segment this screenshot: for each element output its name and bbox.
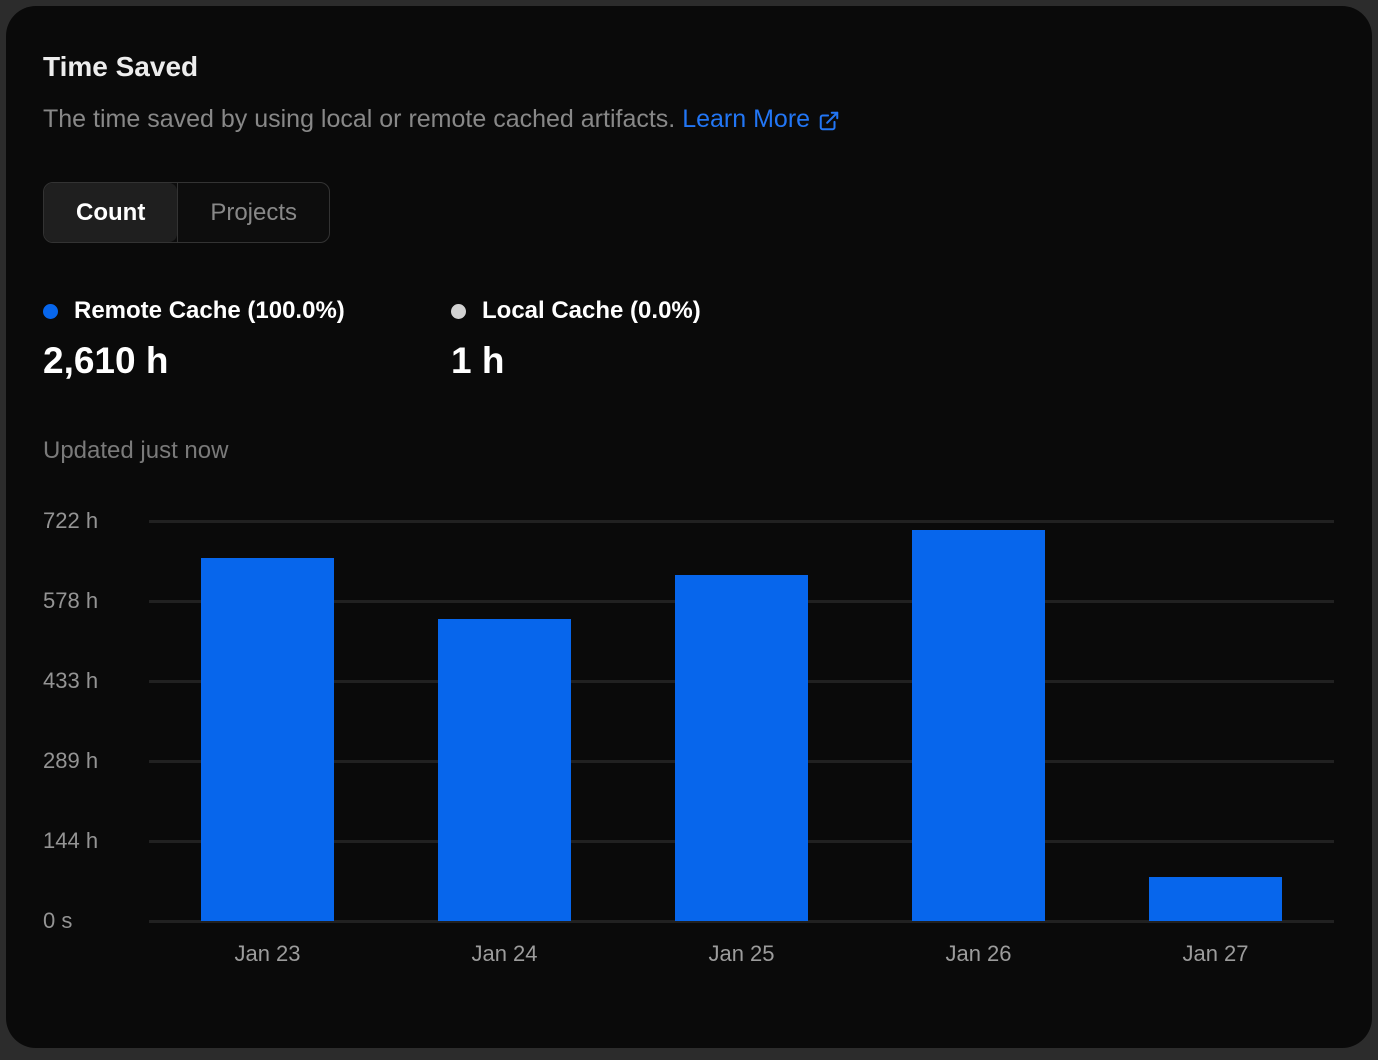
bar-slot (386, 521, 623, 921)
x-tick-label: Jan 26 (945, 941, 1012, 966)
y-tick-label: 144 h (43, 828, 99, 853)
legend-dot (43, 303, 58, 319)
legend-value-local: 1 h (451, 340, 505, 381)
legend-label-remote: Remote Cache (100.0%) (74, 297, 345, 324)
bar-jan-26[interactable] (912, 530, 1045, 921)
updated-status: Updated just now (43, 437, 229, 464)
legend-item-remote-cache: Remote Cache (100.0%) 2,610 h (43, 297, 451, 383)
x-axis-labels: Jan 23 Jan 24 Jan 25 Jan 26 Jan 27 (149, 941, 1334, 967)
bar-jan-23[interactable] (201, 558, 334, 921)
x-tick-label: Jan 23 (234, 941, 301, 966)
legend-item-local-cache: Local Cache (0.0%) 1 h (451, 297, 859, 383)
bars-row (149, 521, 1334, 921)
bar-jan-24[interactable] (438, 619, 571, 921)
legend-value-remote: 2,610 h (43, 340, 169, 381)
y-tick-label: 578 h (43, 588, 99, 613)
legend-label-local: Local Cache (0.0%) (482, 297, 701, 324)
subtitle-text: The time saved by using local or remote … (43, 105, 676, 133)
chart-plot (149, 520, 1334, 923)
legend-dot (451, 303, 466, 319)
external-link-icon (819, 111, 839, 131)
bar-jan-25[interactable] (675, 574, 808, 921)
y-tick-label: 0 s (43, 908, 73, 933)
y-axis-labels: 722 h 578 h 433 h 289 h 144 h 0 s (43, 508, 149, 933)
learn-more-link[interactable]: Learn More (682, 104, 840, 134)
y-tick-label: 722 h (43, 508, 99, 533)
card-subtitle: The time saved by using local or remote … (43, 104, 1335, 134)
toggle-projects-button[interactable]: Projects (177, 183, 329, 242)
bar-jan-27[interactable] (1149, 876, 1282, 921)
bar-slot (623, 521, 860, 921)
x-tick-label: Jan 25 (708, 941, 775, 966)
y-tick-label: 433 h (43, 668, 99, 693)
view-toggle-group: Count Projects (43, 182, 331, 243)
gridline (149, 520, 1334, 523)
page-title: Time Saved (43, 51, 199, 82)
learn-more-label: Learn More (682, 105, 811, 133)
y-tick-label: 289 h (43, 748, 99, 773)
legend: Remote Cache (100.0%) 2,610 h Local Cach… (43, 297, 1372, 383)
gridline (149, 920, 1334, 923)
bar-slot (860, 521, 1097, 921)
x-tick-label: Jan 24 (471, 941, 538, 966)
time-saved-card: Time Saved The time saved by using local… (6, 6, 1372, 1048)
bar-slot (149, 521, 386, 921)
x-tick-label: Jan 27 (1182, 941, 1249, 966)
toggle-count-button[interactable]: Count (44, 183, 178, 242)
bar-slot (1097, 521, 1334, 921)
